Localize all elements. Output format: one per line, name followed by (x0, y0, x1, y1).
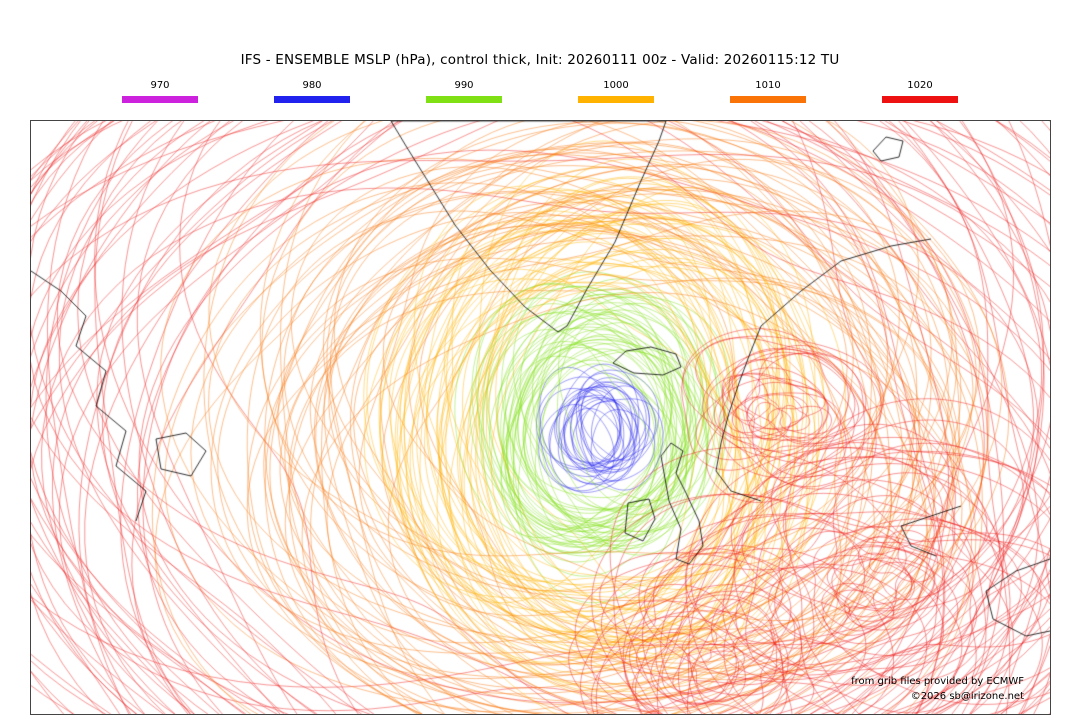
credits-copyright: ©2026 sb@irizone.net (910, 691, 1024, 702)
credits: from grib files provided by ECMWF ©2026 … (851, 674, 1024, 704)
legend-label: 970 (150, 80, 170, 91)
legend-label: 1020 (907, 80, 933, 91)
legend-label: 1000 (603, 80, 629, 91)
legend-item-970: 970 (120, 80, 200, 103)
legend-label: 980 (302, 80, 322, 91)
ensemble-map-canvas (31, 121, 1050, 714)
legend-swatch-970 (122, 96, 198, 103)
pressure-legend: 970 980 990 1000 1010 1020 (120, 80, 960, 103)
legend-item-1020: 1020 (880, 80, 960, 103)
legend-swatch-980 (274, 96, 350, 103)
legend-item-1010: 1010 (728, 80, 808, 103)
legend-item-980: 980 (272, 80, 352, 103)
credits-source: from grib files provided by ECMWF (851, 676, 1024, 687)
chart-title: IFS - ENSEMBLE MSLP (hPa), control thick… (240, 52, 840, 68)
legend-swatch-1020 (882, 96, 958, 103)
map-frame: from grib files provided by ECMWF ©2026 … (30, 120, 1051, 715)
legend-item-990: 990 (424, 80, 504, 103)
legend-label: 1010 (755, 80, 781, 91)
legend-swatch-1000 (578, 96, 654, 103)
legend-label: 990 (454, 80, 474, 91)
legend-item-1000: 1000 (576, 80, 656, 103)
legend-swatch-990 (426, 96, 502, 103)
legend-swatch-1010 (730, 96, 806, 103)
